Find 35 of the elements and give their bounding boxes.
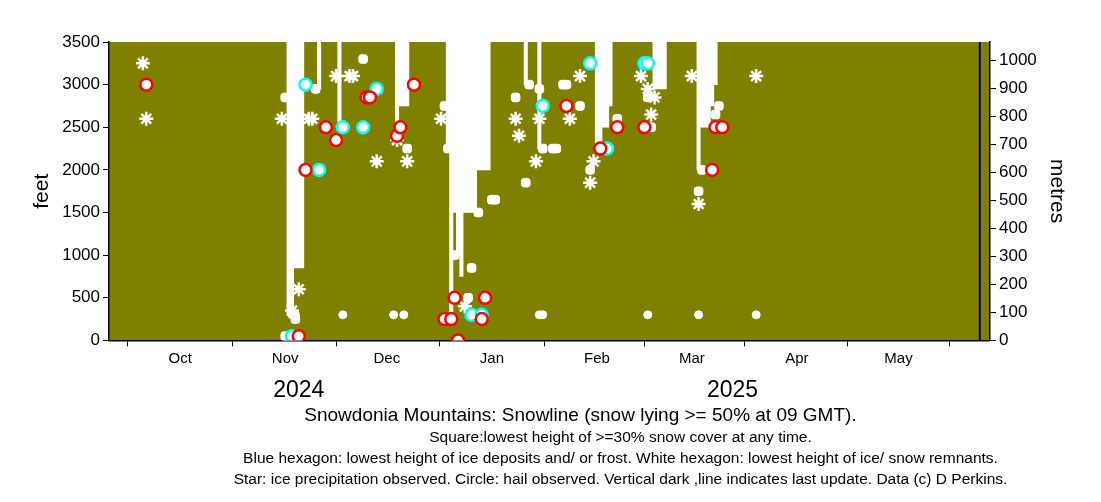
y2-tick-label: 700 [998,134,1028,154]
y-tick-label: 0 [90,330,101,350]
y-tick-label: 500 [71,287,101,307]
x-tick-label: Nov [271,348,300,366]
x-tick-label: Dec [373,348,401,366]
text: Star: ice precipitation observed. Circle: hail observed. Vertical dark ,line indicates last update. Data (c) D Perkins. [232,469,1009,489]
text: Snowdonia Mountains: Snowline (snow lying >= 50% at 09 GMT). [303,404,858,426]
x2-tick-label: 2024 [273,375,325,402]
x-tick-label: Apr [785,348,809,366]
x-tick-label: Oct [168,348,193,366]
y2-tick-label: 0 [998,330,1009,350]
y2-tick-label: 500 [998,190,1028,210]
text: Blue hexagon: lowest height of ice deposits and/ or frost. White hexagon: lowest height of ice/ snow remnants. [242,448,999,468]
x-tick-label: Feb [584,348,610,366]
y-tick-label: 3000 [62,74,101,94]
y2-tick-label: 1000 [998,50,1037,70]
text: Square:lowest height of >=30% snow cover at any time. [428,427,813,447]
y-tick-label: 3500 [62,31,101,51]
y2-tick-label: 600 [998,162,1028,182]
y2-tick-label: 400 [998,218,1028,238]
y-tick-label: 2000 [62,159,101,179]
y2-tick-label: 100 [998,302,1028,322]
y-axis-title: feet [29,173,53,209]
y2-tick-label: 800 [998,106,1028,126]
x-tick-label: May [884,348,914,366]
y2-tick-label: 900 [998,78,1028,98]
y-tick-label: 2500 [62,116,101,136]
y-tick-label: 1500 [62,202,101,222]
y2-axis-title: metres [1046,159,1070,224]
x2-tick-label: 2025 [706,375,759,402]
y2-tick-label: 300 [998,246,1028,266]
y2-tick-label: 200 [998,274,1028,294]
x-tick-label: Jan [479,348,504,366]
y-tick-label: 1000 [62,244,101,264]
x-tick-label: Mar [678,348,705,366]
